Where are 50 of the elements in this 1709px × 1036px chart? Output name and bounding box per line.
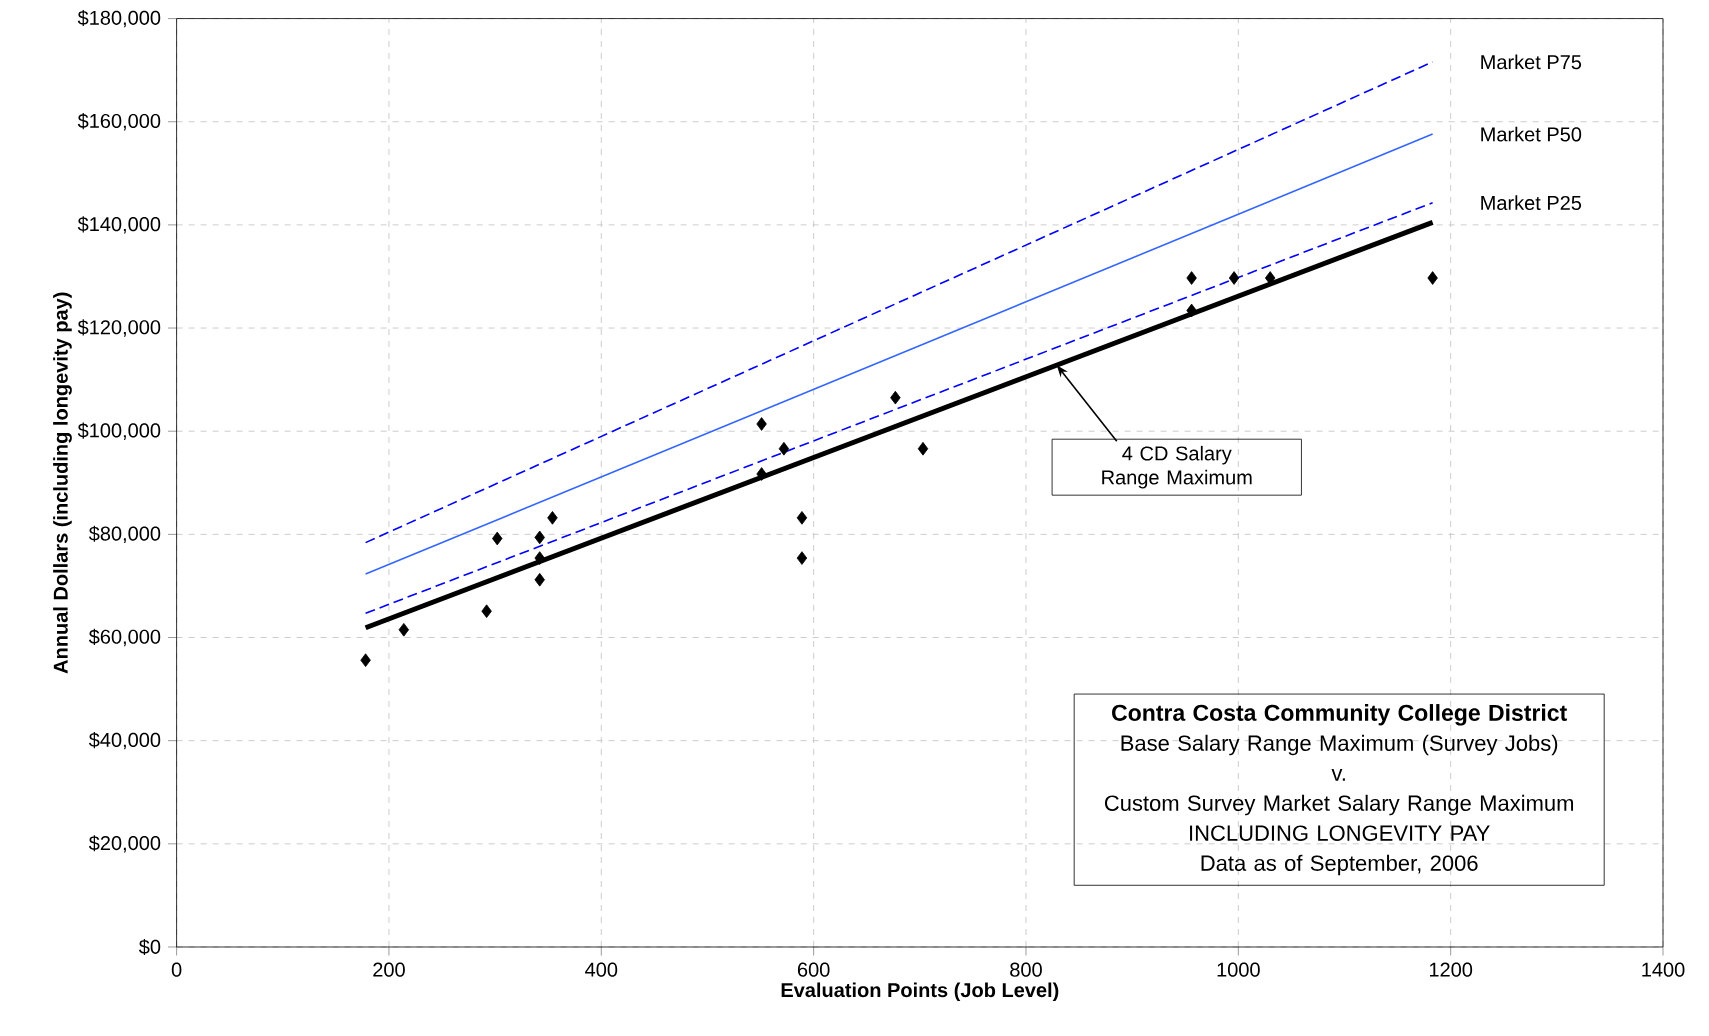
point [547, 511, 558, 525]
x-tick-label: 600 [797, 962, 830, 977]
annotation: v. [1331, 769, 1345, 781]
annotation: INCLUDING LONGEVITY PAY [1190, 825, 1490, 841]
y-tick-label: $60,000 [88, 628, 161, 647]
x-tick-label: 400 [585, 962, 618, 977]
y-tick-label: $20,000 [88, 835, 161, 853]
text: Market P75 [1481, 54, 1582, 70]
point [1264, 271, 1276, 285]
text: Market P25 [1481, 195, 1582, 211]
point [796, 551, 808, 565]
point [1186, 271, 1197, 285]
x-axis-title: Evaluation Points (Job Level) [781, 982, 1059, 1002]
point [481, 604, 492, 619]
point [534, 551, 545, 565]
point [398, 622, 410, 637]
x-tick-label: 800 [1010, 962, 1042, 977]
point [756, 417, 767, 431]
point [1186, 303, 1197, 318]
point [890, 390, 901, 405]
point [756, 467, 767, 481]
point [796, 511, 808, 525]
point [778, 441, 790, 456]
y-tick-label: $0 [138, 938, 161, 956]
y-tick-label: $80,000 [88, 525, 161, 544]
point [360, 653, 371, 668]
annotation: Data as of September, 2006 [1201, 854, 1478, 876]
annotation: 4 CD Salary Range Maximum [1102, 445, 1252, 489]
text: Market P50 [1481, 126, 1582, 142]
x-tick-label: 200 [373, 962, 405, 977]
x-tick-label: 1400 [1642, 962, 1685, 977]
text: Base Salary Range Maximum (Survey Jobs) [1121, 734, 1558, 756]
y-tick-label: $160,000 [77, 113, 161, 131]
text: Contra Costa Community College District [1112, 704, 1567, 726]
point [917, 441, 929, 456]
point [1228, 271, 1240, 285]
y-tick-label: $120,000 [77, 319, 161, 337]
y-tick-label: $180,000 [77, 9, 161, 28]
point [492, 531, 503, 546]
annotation: Custom Survey Market Salary Range Maximum [1104, 794, 1574, 816]
y-tick-label: $100,000 [77, 422, 161, 440]
x-tick-label: 0 [171, 962, 182, 977]
x-tick-label: 1200 [1429, 962, 1473, 977]
point [1427, 271, 1438, 285]
point [534, 572, 545, 587]
x-tick-label: 1000 [1217, 962, 1260, 977]
point [534, 530, 545, 545]
y-axis-title: Annual Dollars (including longevity pay) [53, 292, 72, 674]
y-tick-label: $140,000 [77, 216, 161, 234]
y-tick-label: $40,000 [88, 731, 161, 750]
